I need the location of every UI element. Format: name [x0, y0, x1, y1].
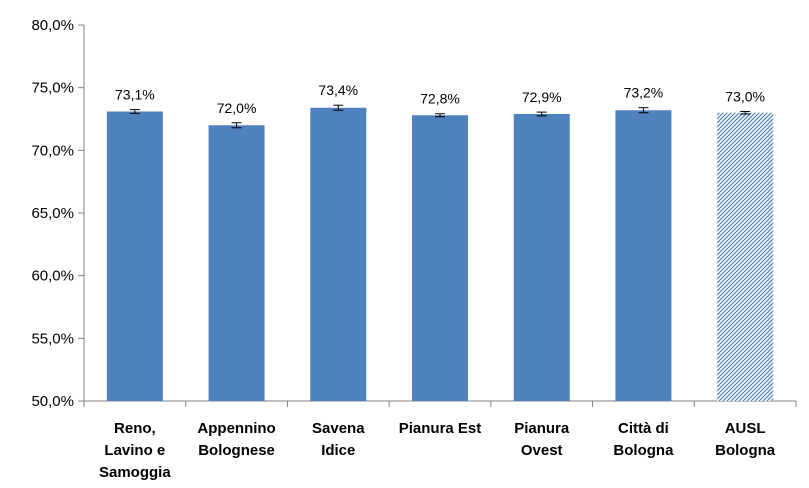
y-tick-label: 60,0%: [31, 268, 74, 285]
error-bar: [435, 113, 445, 118]
y-tick-label: 80,0%: [31, 17, 74, 34]
y-tick-label: 75,0%: [31, 80, 74, 97]
labels: 73,1% Reno, Lavino e Samoggia 72,0% Appennino…: [99, 82, 776, 481]
bar: [208, 125, 265, 402]
bar: [615, 110, 672, 401]
bar: [412, 115, 468, 402]
x-axis: [83, 400, 797, 407]
bar: [106, 111, 163, 401]
category-label: AUSL Bologna: [715, 420, 776, 459]
bar: [310, 107, 367, 401]
y-axis: 50,0% 55,0% 60,0% 65,0% 70,0% 75,0% 80,0%: [31, 17, 85, 410]
category-label: Pianura Ovest: [514, 420, 570, 459]
bars: [106, 104, 774, 402]
data-label: 73,2%: [624, 85, 664, 101]
category-label: Appennino Bolognese: [197, 420, 275, 459]
y-tick-label: 50,0%: [31, 393, 74, 410]
category-label: Reno, Lavino e Samoggia: [99, 420, 171, 481]
error-bar: [231, 122, 242, 129]
error-bar: [333, 104, 344, 111]
error-bar: [129, 109, 140, 114]
category-label: Pianura Est: [399, 420, 482, 437]
error-bar: [740, 110, 751, 115]
error-bar: [638, 107, 649, 114]
error-bar: [536, 111, 547, 117]
y-tick-label: 70,0%: [31, 142, 74, 159]
data-label: 73,4%: [318, 82, 358, 98]
bar: [513, 113, 570, 401]
data-label: 72,8%: [420, 91, 460, 107]
data-label: 73,1%: [115, 87, 155, 103]
data-label: 72,9%: [522, 89, 562, 105]
category-label: Savena Idice: [312, 420, 365, 459]
y-tick-label: 55,0%: [31, 330, 74, 347]
category-label: Città di Bologna: [613, 420, 674, 459]
y-tick-label: 65,0%: [31, 205, 74, 222]
data-label: 73,0%: [725, 88, 765, 104]
data-label: 72,0%: [217, 100, 257, 116]
bar: [717, 112, 774, 401]
